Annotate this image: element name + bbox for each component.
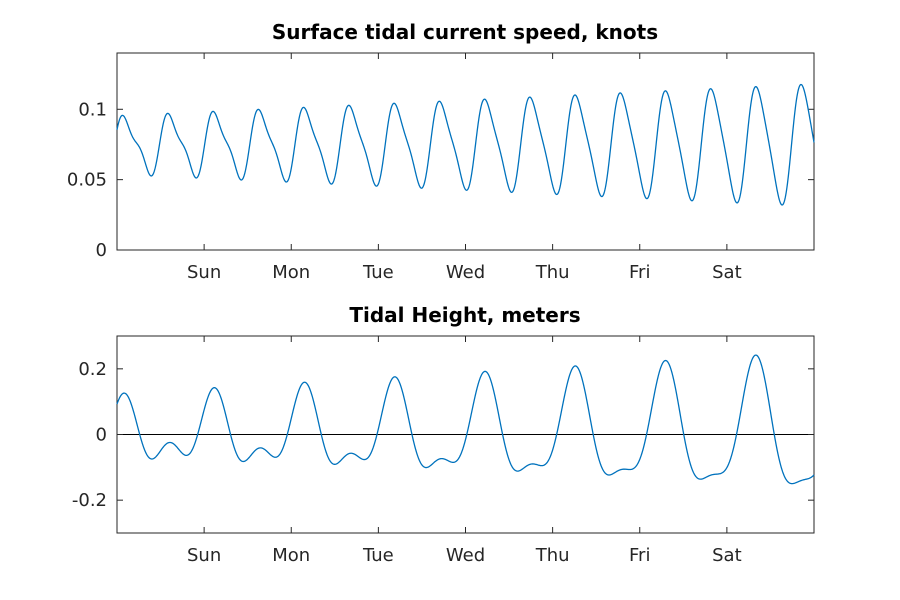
- x-tick-label: Wed: [446, 545, 485, 566]
- x-tick-label: Tue: [362, 545, 394, 566]
- y-tick-label: -0.2: [72, 490, 107, 511]
- x-tick-label: Thu: [535, 545, 570, 566]
- x-tick-label: Mon: [272, 545, 310, 566]
- tidal-height-title: Tidal Height, meters: [349, 303, 580, 327]
- x-tick-label: Sat: [712, 262, 742, 283]
- current-speed-axes: [116, 52, 815, 251]
- current-speed-y-ticks: 0 0.05 0.1: [67, 99, 814, 261]
- x-tick-label: Sun: [187, 262, 221, 283]
- x-tick-label: Mon: [272, 262, 310, 283]
- current-speed-x-ticks: Sun Mon Tue Wed Thu Fri Sat: [187, 53, 742, 283]
- current-speed-title: Surface tidal current speed, knots: [272, 20, 658, 44]
- y-tick-label: 0: [96, 240, 107, 261]
- x-tick-label: Fri: [629, 545, 650, 566]
- x-tick-label: Sat: [712, 545, 742, 566]
- y-tick-label: 0.2: [78, 359, 107, 380]
- tidal-height-y-ticks: -0.2 0 0.2: [72, 359, 814, 511]
- current-speed-series: [116, 83, 815, 206]
- y-tick-label: 0.1: [78, 99, 107, 120]
- tidal-height-series: [116, 354, 815, 485]
- y-tick-label: 0: [96, 425, 107, 446]
- tidal-height-x-ticks: Sun Mon Tue Wed Thu Fri Sat: [187, 336, 742, 566]
- current-speed-panel: Surface tidal current speed, knots Sun Mo…: [67, 20, 815, 283]
- y-tick-label: 0.05: [67, 170, 107, 191]
- x-tick-label: Thu: [535, 262, 570, 283]
- x-tick-label: Wed: [446, 262, 485, 283]
- x-tick-label: Sun: [187, 545, 221, 566]
- tidal-height-panel: Tidal Height, meters Sun Mon Tue Wed Thu Fri S…: [72, 303, 815, 566]
- x-tick-label: Tue: [362, 262, 394, 283]
- x-tick-label: Fri: [629, 262, 650, 283]
